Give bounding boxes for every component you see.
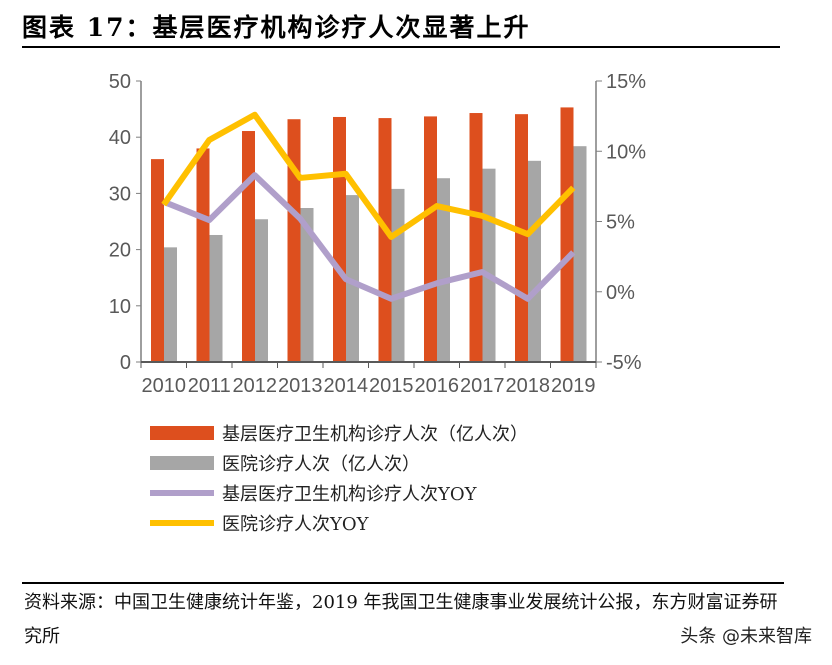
bar-2013-series-0	[287, 119, 301, 362]
right-tick-label: 5%	[606, 212, 635, 234]
bar-2015-series-0	[378, 118, 392, 362]
bar-2014-series-1	[346, 195, 359, 362]
legend-item: 基层医疗卫生机构诊疗人次YOY	[150, 478, 528, 508]
source-note: 资料来源：中国卫生健康统计年鉴，2019 年我国卫生健康事业发展统计公报，东方财…	[24, 592, 778, 647]
bar-2011-series-0	[196, 148, 210, 362]
legend-item: 医院诊疗人次（亿人次）	[150, 448, 528, 478]
bar-2014-series-0	[333, 116, 346, 362]
bar-2017-series-0	[469, 113, 483, 362]
bar-2010-series-0	[151, 159, 164, 362]
x-tick-label: 2019	[551, 375, 596, 397]
bar-2010-series-1	[164, 247, 177, 362]
left-tick-label: 0	[120, 352, 131, 374]
chart: 0 10 20 30 40 50 -5% 0% 5% 10% 15% 2010 2011 2012 2013…	[109, 71, 646, 397]
x-tick-label: 2012	[233, 375, 278, 397]
right-tick-label: 0%	[606, 282, 635, 304]
legend-bar-swatch	[150, 456, 214, 470]
right-tick-label: 10%	[606, 141, 646, 163]
bar-2016-series-0	[424, 116, 437, 362]
bar-2017-series-1	[482, 168, 496, 362]
bar-2012-series-1	[255, 219, 268, 362]
source-divider	[22, 582, 784, 584]
left-tick-label: 40	[109, 127, 131, 149]
bar-2013-series-1	[300, 208, 314, 362]
x-tick-label: 2016	[415, 375, 460, 397]
left-tick-label: 20	[109, 240, 131, 262]
legend-label: 基层医疗卫生机构诊疗人次YOY	[222, 484, 477, 505]
bar-2011-series-1	[209, 234, 223, 362]
right-tick-label: -5%	[606, 352, 642, 374]
x-tick-label: 2011	[188, 375, 231, 397]
left-tick-label: 30	[109, 183, 131, 205]
x-tick-label: 2013	[278, 375, 323, 397]
legend-label: 医院诊疗人次（亿人次）	[222, 454, 420, 475]
watermark: 头条 @未来智库	[680, 626, 812, 647]
bar-2015-series-1	[391, 188, 405, 362]
x-tick-label: 2018	[506, 375, 551, 397]
title-divider	[22, 46, 780, 48]
legend-line-swatch	[150, 490, 214, 496]
legend-label: 医院诊疗人次YOY	[222, 514, 369, 535]
line-series-2	[162, 172, 576, 302]
x-tick-label: 2014	[324, 375, 369, 397]
bar-2016-series-1	[437, 178, 450, 362]
legend-line-swatch	[150, 520, 214, 526]
x-tick-label: 2017	[460, 375, 505, 397]
x-tick-label: 2010	[142, 375, 187, 397]
line-series-3	[161, 111, 576, 240]
legend-label: 基层医疗卫生机构诊疗人次（亿人次）	[222, 424, 528, 445]
bar-2019-series-0	[560, 107, 574, 362]
x-tick-label: 2015	[369, 375, 414, 397]
left-tick-label: 50	[109, 71, 131, 93]
bar-2019-series-1	[573, 146, 587, 362]
legend-bar-swatch	[150, 426, 214, 440]
legend: 基层医疗卫生机构诊疗人次（亿人次） 医院诊疗人次（亿人次） 基层医疗卫生机构诊疗人次…	[150, 418, 528, 538]
right-tick-label: 15%	[606, 71, 646, 93]
chart-title: 图表 17：基层医疗机构诊疗人次显著上升	[22, 13, 531, 42]
bar-2012-series-0	[242, 131, 255, 362]
bar-2018-series-1	[528, 160, 541, 362]
bar-2018-series-0	[515, 114, 528, 363]
legend-item: 基层医疗卫生机构诊疗人次（亿人次）	[150, 418, 528, 448]
legend-item: 医院诊疗人次YOY	[150, 508, 528, 538]
left-tick-label: 10	[109, 296, 131, 318]
